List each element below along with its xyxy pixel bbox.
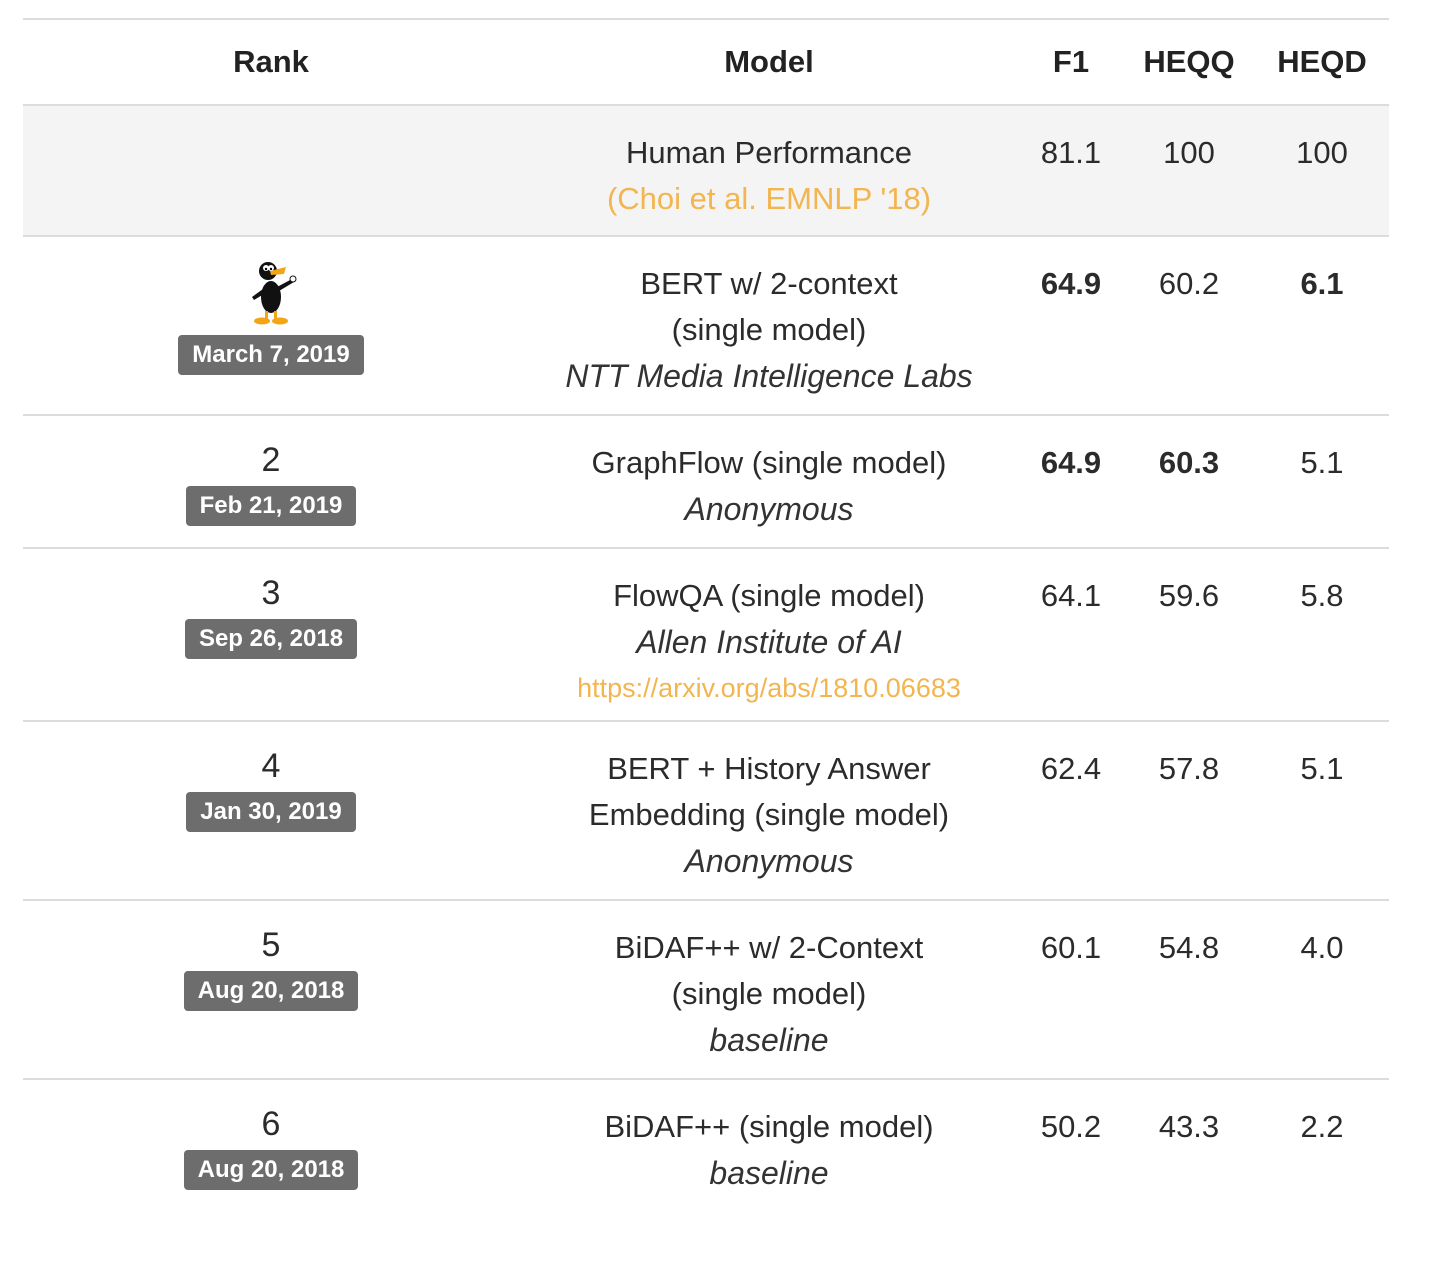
f1-value: 81.1 [1019, 105, 1123, 237]
date-badge: Feb 21, 2019 [185, 486, 357, 526]
model-name-cont: (single model) [671, 976, 867, 1011]
heqd-value: 4.0 [1255, 900, 1389, 1080]
model-name: BiDAF++ (single model) [604, 1109, 934, 1144]
org-name: Anonymous [684, 843, 854, 879]
date-badge: Aug 20, 2018 [183, 971, 359, 1011]
model-name-cont: Embedding (single model) [588, 797, 950, 832]
rank-cell: 5 Aug 20, 2018 [23, 900, 519, 1080]
f1-value: 64.1 [1019, 548, 1123, 722]
model-cell: BERT + History Answer Embedding (single … [519, 721, 1019, 901]
org-name: Allen Institute of AI [636, 624, 902, 660]
f1-value: 62.4 [1019, 721, 1123, 901]
model-cell: BERT w/ 2-context (single model) NTT Med… [519, 236, 1019, 416]
org-name: NTT Media Intelligence Labs [565, 358, 973, 394]
col-header-model[interactable]: Model [519, 18, 1019, 106]
heqd-value: 2.2 [1300, 1109, 1344, 1144]
date-badge: Sep 26, 2018 [184, 619, 358, 659]
col-header-rank[interactable]: Rank [23, 18, 519, 106]
model-name: BiDAF++ w/ 2-Context [614, 930, 924, 965]
rank-cell: March 7, 2019 [23, 236, 519, 416]
model-name: BERT + History Answer [607, 751, 931, 786]
table-row: 5 Aug 20, 2018 BiDAF++ w/ 2-Context (sin… [23, 900, 1389, 1080]
model-name: Human Performance [625, 135, 912, 170]
heqq-value: 57.8 [1123, 721, 1255, 901]
rank-number: 5 [261, 926, 281, 964]
heqq-value: 59.6 [1123, 548, 1255, 722]
citation-link[interactable]: (Choi et al. EMNLP '18) [606, 181, 932, 216]
table-row: 3 Sep 26, 2018 FlowQA (single model) All… [23, 548, 1389, 722]
leaderboard-table: Rank Model F1 HEQQ HEQD Human Performanc… [23, 18, 1389, 1215]
rank-number: 4 [261, 747, 281, 785]
f1-value: 60.1 [1019, 900, 1123, 1080]
org-name: baseline [709, 1022, 829, 1058]
heqd-value: 5.1 [1255, 721, 1389, 901]
model-name: BERT w/ 2-context [640, 266, 898, 301]
table-row: March 7, 2019 BERT w/ 2-context (single … [23, 236, 1389, 416]
heqq-value: 60.3 [1123, 415, 1255, 549]
model-name: GraphFlow (single model) [591, 445, 947, 480]
date-badge: March 7, 2019 [178, 335, 364, 375]
heqq-value: 60.2 [1123, 236, 1255, 416]
model-cell: BiDAF++ (single model) baseline [519, 1079, 1019, 1215]
heqd-value: 5.1 [1255, 415, 1389, 549]
rank-number: 2 [261, 441, 281, 479]
model-name: FlowQA (single model) [613, 578, 925, 613]
rank-cell: 3 Sep 26, 2018 [23, 548, 519, 722]
rank-cell: 6 Aug 20, 2018 [23, 1079, 519, 1215]
rank-number: 3 [261, 574, 281, 612]
heqd-value: 100 [1255, 105, 1389, 237]
table-row: 2 Feb 21, 2019 GraphFlow (single model) … [23, 415, 1389, 549]
model-name-cont: (single model) [671, 312, 867, 347]
date-badge: Aug 20, 2018 [183, 1150, 359, 1190]
table-row: 4 Jan 30, 2019 BERT + History Answer Emb… [23, 721, 1389, 901]
header-row: Rank Model F1 HEQQ HEQD [23, 18, 1389, 106]
model-cell: GraphFlow (single model) Anonymous [519, 415, 1019, 549]
col-header-f1[interactable]: F1 [1019, 18, 1123, 106]
col-header-heqd[interactable]: HEQD [1255, 18, 1389, 106]
table-row: 6 Aug 20, 2018 BiDAF++ (single model) ba… [23, 1079, 1389, 1215]
heqq-value: 54.8 [1123, 900, 1255, 1080]
model-cell: FlowQA (single model) Allen Institute of… [519, 548, 1019, 722]
org-name: baseline [709, 1155, 829, 1191]
heqq-value: 100 [1123, 105, 1255, 237]
f1-value: 50.2 [1040, 1109, 1102, 1144]
model-cell: Human Performance (Choi et al. EMNLP '18… [519, 105, 1019, 237]
org-name: Anonymous [684, 491, 854, 527]
rank-cell-empty [23, 105, 519, 237]
col-header-heqq[interactable]: HEQQ [1123, 18, 1255, 106]
paper-link[interactable]: https://arxiv.org/abs/1810.06683 [577, 673, 961, 703]
heqq-value: 43.3 [1158, 1109, 1220, 1144]
rank-cell: 4 Jan 30, 2019 [23, 721, 519, 901]
rank-cell: 2 Feb 21, 2019 [23, 415, 519, 549]
f1-value: 64.9 [1019, 415, 1123, 549]
leaderboard: Rank Model F1 HEQQ HEQD Human Performanc… [23, 18, 1389, 1215]
date-badge: Jan 30, 2019 [186, 792, 356, 832]
rank-number: 6 [261, 1105, 281, 1143]
heqd-value: 5.8 [1255, 548, 1389, 722]
f1-value: 64.9 [1019, 236, 1123, 416]
human-performance-row: Human Performance (Choi et al. EMNLP '18… [23, 105, 1389, 237]
model-cell: BiDAF++ w/ 2-Context (single model) base… [519, 900, 1019, 1080]
heqd-value: 6.1 [1255, 236, 1389, 416]
daffy-duck-icon [252, 262, 297, 325]
